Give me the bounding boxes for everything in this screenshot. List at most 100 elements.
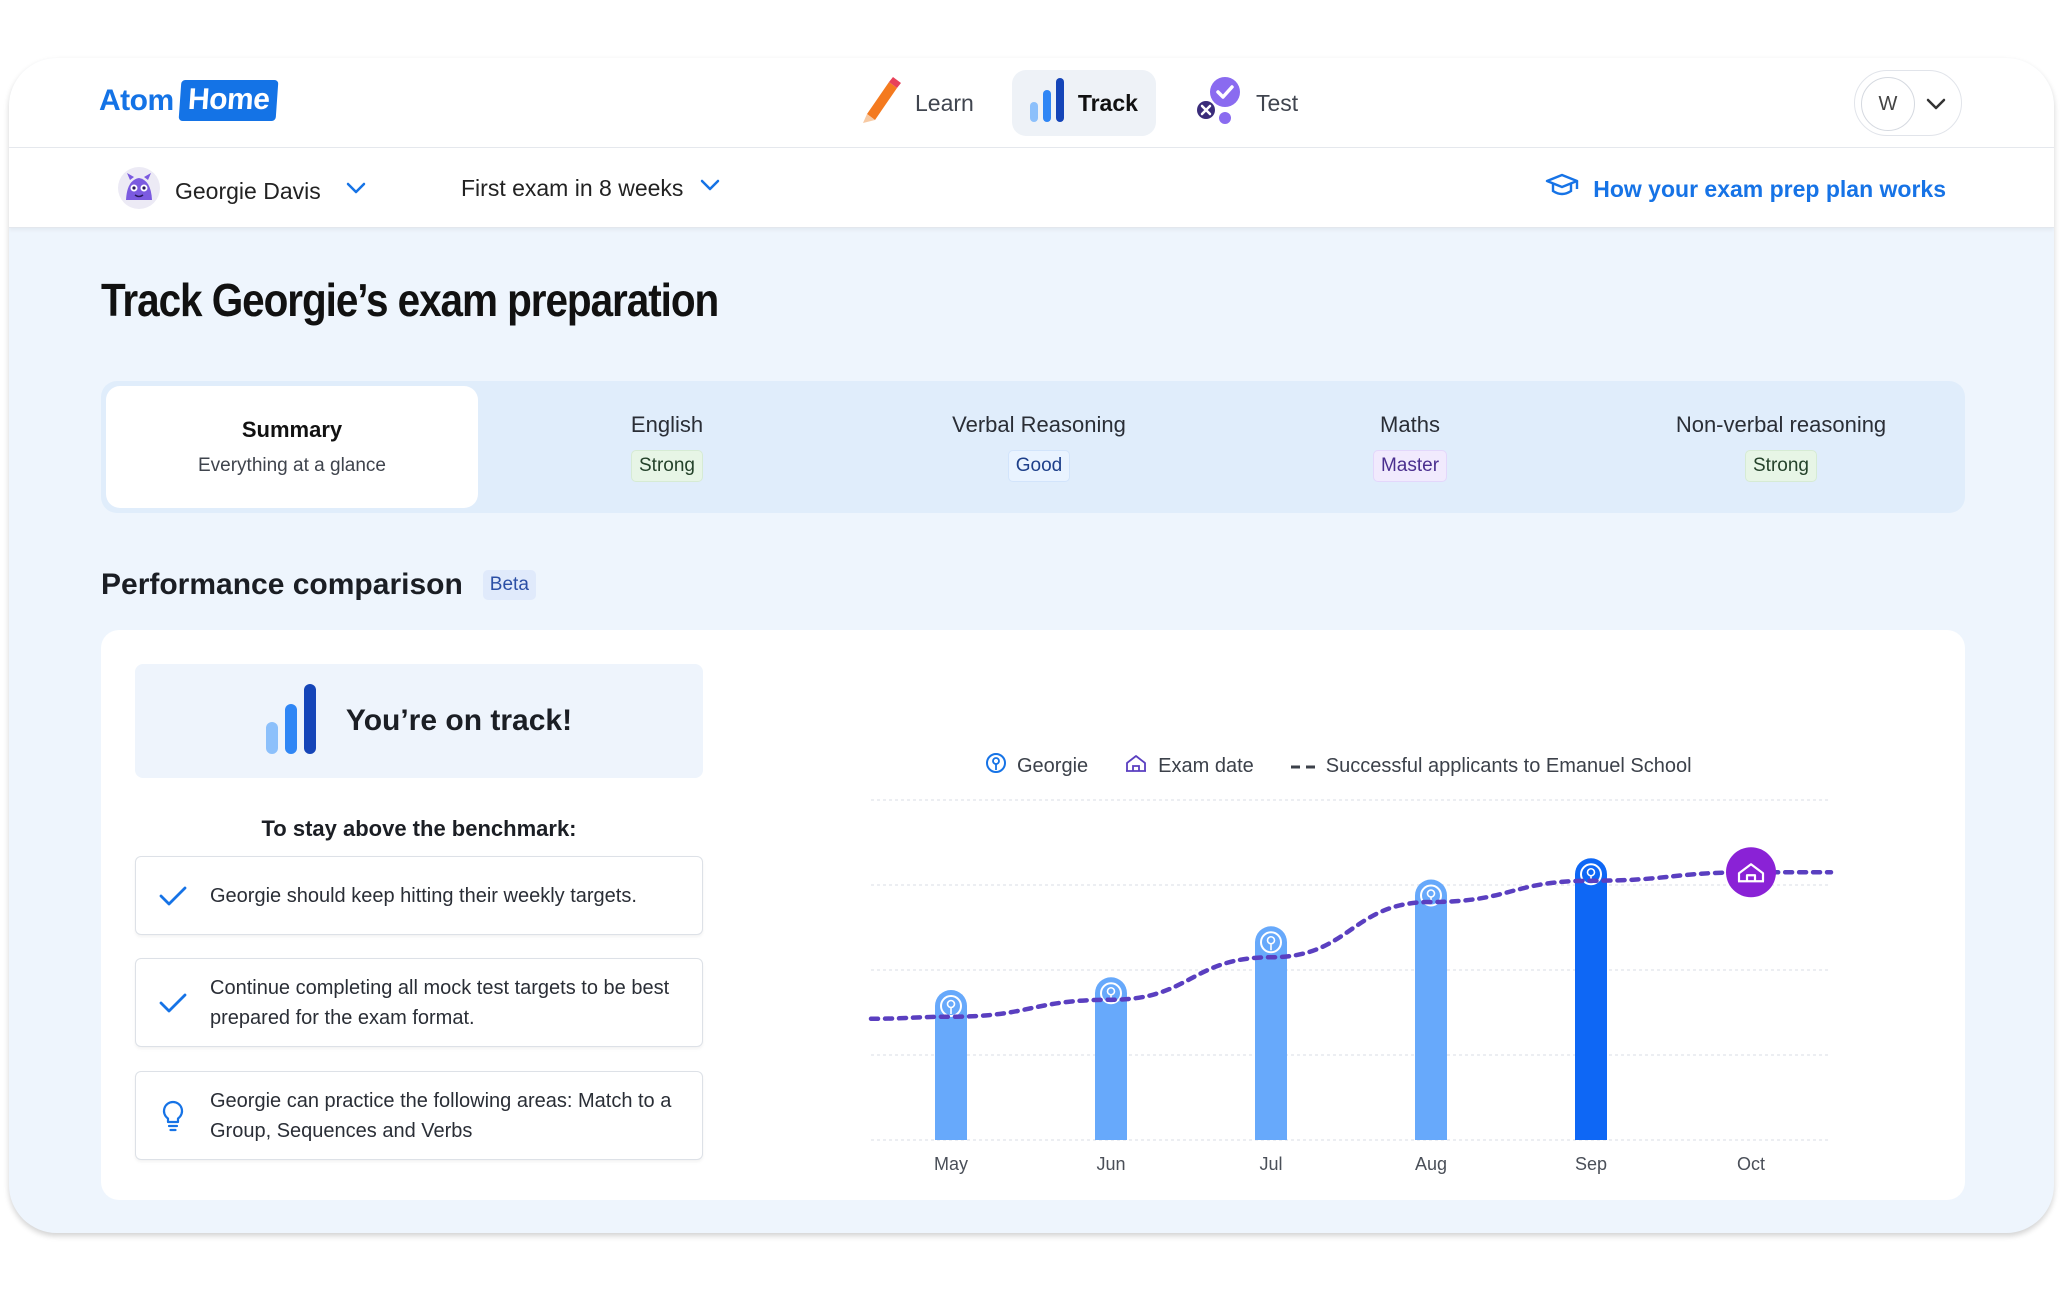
chart-legend: Georgie Exam date Successful applicants …: [985, 752, 1692, 780]
user-pin-icon: [1580, 863, 1602, 886]
school-icon: [1737, 863, 1765, 883]
tip-item: Georgie should keep hitting their weekly…: [135, 856, 703, 935]
nav-learn-label: Learn: [915, 89, 974, 116]
user-menu[interactable]: W: [1854, 70, 1962, 136]
student-selector[interactable]: Georgie Davis: [117, 166, 367, 216]
lightbulb-icon: [158, 1100, 188, 1132]
how-plan-works-link[interactable]: How your exam prep plan works: [1545, 173, 1946, 205]
chevron-down-icon: [699, 174, 721, 202]
nav-track-label: Track: [1077, 89, 1138, 116]
x-tick-label: Jun: [1096, 1154, 1125, 1174]
tip-text: Continue completing all mock test target…: [210, 976, 670, 1029]
x-tick-label: May: [934, 1154, 968, 1174]
chart-bar-jun[interactable]: [1095, 977, 1127, 1140]
user-pin-icon: [985, 752, 1007, 780]
pencil-icon: [857, 76, 901, 130]
performance-card: You’re on track! To stay above the bench…: [101, 630, 1965, 1200]
exam-label: First exam in 8 weeks: [461, 174, 684, 201]
exam-selector[interactable]: First exam in 8 weeks: [461, 166, 721, 210]
bar-chart-icon: [265, 683, 316, 759]
performance-title: Performance comparison: [101, 568, 463, 601]
user-pin-icon: [1420, 884, 1442, 907]
chart-bar-base: [1415, 1124, 1447, 1140]
tip-text: Georgie can practice the following areas…: [210, 1089, 672, 1142]
x-tick-label: Jul: [1259, 1154, 1282, 1174]
how-plan-works-label: How your exam prep plan works: [1593, 175, 1946, 202]
chart-bar-base: [1095, 1124, 1127, 1140]
chart-bar-base: [1575, 1124, 1607, 1140]
user-pin-icon-head: [1266, 935, 1276, 945]
logo[interactable]: Atom Home: [99, 80, 279, 121]
user-avatar: W: [1861, 77, 1915, 131]
tab-verbal-title: Verbal Reasoning: [952, 412, 1126, 437]
nav-track[interactable]: Track: [1011, 70, 1156, 136]
tab-maths[interactable]: Maths Master: [1224, 381, 1596, 513]
exam-date-marker[interactable]: [1726, 847, 1776, 898]
user-pin-icon: [1260, 931, 1282, 954]
school-icon: [1124, 753, 1148, 779]
check-icon: [158, 885, 188, 907]
tab-english-title: English: [630, 412, 704, 437]
graduation-cap-icon: [1545, 173, 1579, 205]
tab-english[interactable]: English Strong: [481, 381, 853, 513]
legend-item-benchmark: Successful applicants to Emanuel School: [1290, 755, 1692, 778]
app-window: Atom Home Learn: [9, 58, 2054, 1233]
user-pin-icon-head: [1106, 986, 1116, 996]
chart-bar-jul[interactable]: [1255, 926, 1287, 1140]
dashed-line-icon: [1290, 755, 1316, 778]
nav-test[interactable]: Test: [1176, 70, 1316, 136]
section-heading: Performance comparison Beta: [101, 568, 536, 602]
status-badge: Master: [1372, 450, 1448, 482]
chart-bar-aug[interactable]: [1415, 879, 1447, 1141]
on-track-text: You’re on track!: [345, 704, 573, 737]
chevron-down-icon: [1925, 93, 1947, 120]
user-pin-icon-head: [1426, 889, 1436, 898]
chart-bar-may[interactable]: [935, 990, 967, 1140]
main-nav: Learn Track: [839, 70, 1316, 136]
nav-learn[interactable]: Learn: [839, 70, 992, 136]
chart-bar-base: [935, 1124, 967, 1140]
status-badge: Strong: [631, 450, 703, 482]
legend-label: Georgie: [1017, 754, 1089, 777]
nav-test-label: Test: [1255, 89, 1299, 116]
logo-atom: Atom: [99, 83, 174, 117]
status-badge: Strong: [1745, 450, 1817, 482]
status-badge: Good: [1007, 450, 1071, 482]
subject-tabs: Summary Everything at a glance English S…: [101, 381, 1965, 513]
tip-text: Georgie should keep hitting their weekly…: [210, 884, 637, 907]
chart-bar-base: [1255, 1124, 1287, 1140]
performance-chart: May Jun Jul Aug Sep Oct: [868, 799, 1834, 1174]
logo-home: Home: [178, 80, 279, 121]
top-bar: Atom Home Learn: [9, 58, 2054, 148]
tip-item: Georgie can practice the following areas…: [135, 1071, 703, 1160]
legend-item-exam-date: Exam date: [1124, 753, 1254, 779]
student-name: Georgie Davis: [175, 177, 321, 204]
x-tick-label: Oct: [1737, 1154, 1765, 1174]
chart-bar-sep[interactable]: [1575, 858, 1607, 1140]
user-pin-icon-head: [1586, 867, 1596, 877]
tab-summary-title: Summary: [241, 417, 343, 442]
tab-maths-title: Maths: [1380, 412, 1440, 437]
sub-bar: Georgie Davis First exam in 8 weeks How …: [9, 148, 2054, 228]
tab-non-verbal-reasoning[interactable]: Non-verbal reasoning Strong: [1595, 381, 1967, 513]
x-tick-label: Aug: [1415, 1154, 1447, 1174]
page-title: Track Georgie’s exam preparation: [101, 274, 719, 326]
x-tick-label: Sep: [1575, 1154, 1607, 1174]
legend-item-georgie: Georgie: [985, 752, 1088, 780]
tab-summary[interactable]: Summary Everything at a glance: [106, 386, 478, 508]
benchmark-line: [868, 870, 1834, 1021]
beta-badge: Beta: [482, 570, 536, 600]
check-icon: [158, 992, 188, 1014]
user-pin-icon: [1100, 982, 1122, 1005]
tab-nvr-title: Non-verbal reasoning: [1675, 412, 1887, 437]
legend-label: Exam date: [1158, 754, 1254, 777]
test-check-icon: [1194, 76, 1242, 130]
bar-chart-icon: [1029, 78, 1064, 128]
student-avatar-icon: [117, 166, 161, 216]
tab-verbal-reasoning[interactable]: Verbal Reasoning Good: [853, 381, 1225, 513]
on-track-banner: You’re on track!: [135, 664, 703, 778]
user-pin-icon: [940, 995, 962, 1017]
tab-summary-sub: Everything at a glance: [197, 455, 386, 476]
tip-item: Continue completing all mock test target…: [135, 958, 703, 1047]
benchmark-heading: To stay above the benchmark:: [261, 816, 577, 841]
